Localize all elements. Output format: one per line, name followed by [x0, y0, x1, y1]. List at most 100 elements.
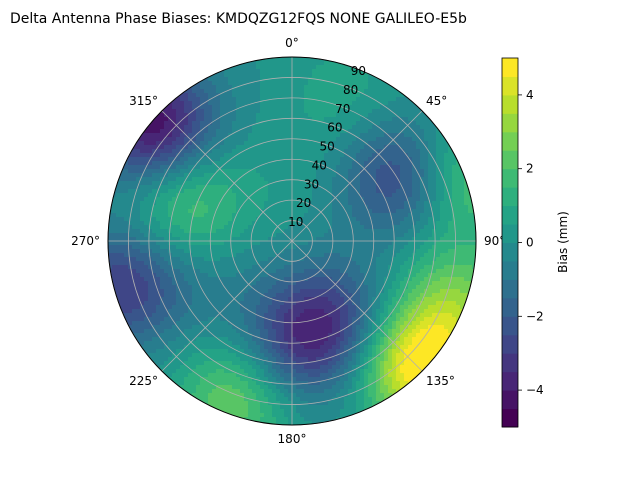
contour-cell [436, 257, 441, 262]
contour-cell [196, 101, 201, 106]
contour-cell [268, 201, 273, 206]
contour-cell [236, 217, 241, 222]
contour-cell [348, 101, 353, 106]
contour-cell [424, 229, 429, 234]
contour-cell [456, 225, 461, 230]
contour-cell [328, 93, 333, 98]
contour-cell [152, 289, 157, 294]
contour-cell [212, 89, 217, 94]
contour-cell [384, 117, 389, 122]
contour-cell [256, 189, 261, 194]
contour-cell [296, 69, 301, 74]
contour-cell [300, 269, 305, 274]
contour-cell [316, 117, 321, 122]
contour-cell [428, 209, 433, 214]
contour-cell [336, 81, 341, 86]
contour-cell [372, 257, 377, 262]
contour-cell [416, 249, 421, 254]
contour-cell [200, 289, 205, 294]
contour-cell [388, 205, 393, 210]
contour-cell [124, 241, 129, 246]
contour-cell [224, 301, 229, 306]
contour-cell [220, 225, 225, 230]
contour-cell [472, 241, 476, 246]
contour-cell [264, 149, 269, 154]
contour-cell [192, 233, 197, 238]
contour-cell [240, 89, 245, 94]
contour-cell [448, 237, 453, 242]
contour-cell [300, 261, 305, 266]
contour-cell [268, 253, 273, 258]
contour-cell [400, 169, 405, 174]
contour-cell [304, 237, 309, 242]
contour-cell [248, 245, 253, 250]
contour-cell [316, 221, 321, 226]
contour-cell [256, 153, 261, 158]
contour-cell [280, 121, 285, 126]
contour-cell [412, 269, 417, 274]
contour-cell [432, 185, 437, 190]
contour-cell [304, 101, 309, 106]
contour-cell [356, 193, 361, 198]
contour-cell [232, 229, 237, 234]
contour-cell [448, 225, 453, 230]
contour-cell [472, 237, 476, 242]
contour-cell [360, 177, 365, 182]
contour-cell [216, 109, 221, 114]
contour-cell [320, 205, 325, 210]
contour-cell [164, 209, 169, 214]
contour-cell [216, 185, 221, 190]
contour-cell [160, 201, 165, 206]
contour-cell [284, 281, 289, 286]
contour-cell [276, 289, 281, 294]
contour-cell [260, 81, 265, 86]
contour-cell [148, 285, 153, 290]
contour-cell [360, 145, 365, 150]
contour-cell [164, 205, 169, 210]
contour-cell [368, 169, 373, 174]
contour-cell [124, 221, 129, 226]
contour-cell [184, 293, 189, 298]
contour-cell [196, 221, 201, 226]
contour-cell [296, 225, 301, 230]
contour-cell [436, 221, 441, 226]
contour-cell [356, 93, 361, 98]
contour-cell [204, 249, 209, 254]
contour-cell [252, 133, 257, 138]
contour-cell [124, 281, 129, 286]
contour-cell [372, 161, 377, 166]
contour-cell [416, 153, 421, 158]
contour-cell [336, 165, 341, 170]
contour-cell [168, 261, 173, 266]
contour-cell [388, 257, 393, 262]
contour-cell [400, 165, 405, 170]
contour-cell [396, 149, 401, 154]
contour-cell [152, 177, 157, 182]
contour-cell [280, 161, 285, 166]
contour-cell [412, 169, 417, 174]
contour-cell [140, 253, 145, 258]
contour-cell [244, 245, 249, 250]
contour-cell [456, 181, 461, 186]
contour-cell [224, 297, 229, 302]
contour-cell [264, 197, 269, 202]
contour-cell [408, 241, 413, 246]
contour-cell [200, 141, 205, 146]
contour-cell [176, 301, 181, 306]
contour-cell [160, 273, 165, 278]
contour-cell [208, 197, 213, 202]
contour-cell [316, 165, 321, 170]
contour-cell [152, 185, 157, 190]
contour-cell [148, 125, 153, 130]
contour-cell [260, 129, 265, 134]
contour-cell [308, 169, 313, 174]
contour-cell [248, 293, 253, 298]
contour-cell [280, 109, 285, 114]
contour-cell [364, 181, 369, 186]
contour-cell [380, 273, 385, 278]
contour-cell [256, 293, 261, 298]
contour-cell [268, 249, 273, 254]
contour-cell [176, 105, 181, 110]
contour-cell [252, 273, 257, 278]
contour-cell [160, 129, 165, 134]
